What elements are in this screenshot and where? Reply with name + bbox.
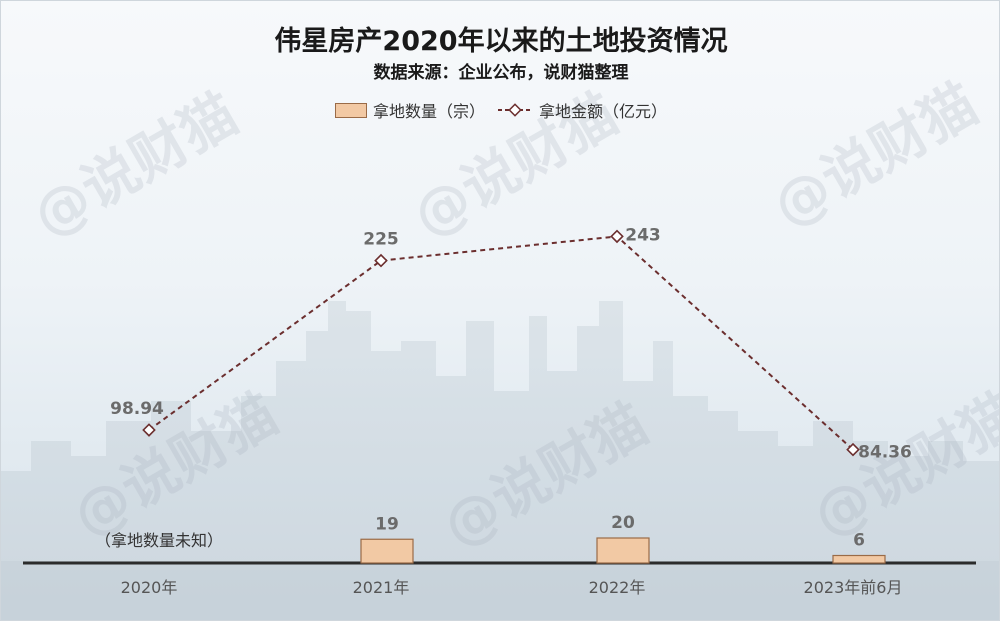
building-shape <box>306 331 328 620</box>
legend: 拿地数量（宗） 拿地金额（亿元） <box>1 98 999 122</box>
building-shape <box>151 401 191 620</box>
bar-data-label: 19 <box>375 514 399 534</box>
line-data-label: 84.36 <box>858 443 912 463</box>
building-shape <box>653 341 673 620</box>
building-shape <box>371 351 401 620</box>
building-shape <box>928 441 963 620</box>
building-shape <box>31 441 71 620</box>
bar <box>360 538 414 564</box>
line-point <box>846 442 860 457</box>
line-point <box>142 423 156 437</box>
building-shape <box>276 361 306 620</box>
series-line <box>148 235 854 451</box>
building-shape <box>673 396 708 620</box>
legend-bar-label: 拿地数量（宗） <box>372 102 485 121</box>
building-shape <box>623 381 653 620</box>
bar <box>832 554 886 564</box>
legend-item-line: 拿地金额（亿元） <box>497 98 667 122</box>
x-tick-label: 2020年 <box>121 578 178 597</box>
legend-line-label: 拿地金额（亿元） <box>539 102 668 121</box>
x-tick-label: 2021年 <box>353 578 410 597</box>
bar-data-label: 20 <box>611 513 635 533</box>
building-shape <box>328 301 346 620</box>
bar <box>596 537 650 564</box>
chart-subtitle: 数据来源：企业公布，说财猫整理 <box>373 63 629 83</box>
building-shape <box>888 456 928 620</box>
legend-item-bar: 拿地数量（宗） <box>334 98 485 122</box>
legend-bar-swatch <box>334 102 367 118</box>
building-shape <box>1 471 31 620</box>
building-shape <box>106 421 151 620</box>
line-data-label: 98.94 <box>110 399 164 419</box>
building-shape <box>853 441 888 620</box>
building-shape <box>346 311 371 620</box>
x-tick-label: 2022年 <box>589 578 646 597</box>
building-shape <box>708 411 738 620</box>
line-data-label: 225 <box>363 230 399 250</box>
building-shape <box>778 446 813 620</box>
x-tick-label: 2023年前6月 <box>804 578 903 597</box>
annotation-label: （拿地数量未知） <box>95 531 223 550</box>
building-shape <box>547 371 577 620</box>
building-shape <box>401 341 436 620</box>
line-point <box>374 253 388 268</box>
building-shape <box>436 376 466 620</box>
line-data-label: 243 <box>625 225 661 245</box>
building-shape <box>191 431 241 620</box>
building-shape <box>963 461 999 620</box>
building-shape <box>529 316 547 620</box>
building-shape <box>71 456 106 620</box>
bar-data-label: 6 <box>853 531 865 551</box>
building-shape <box>577 326 599 620</box>
building-shape <box>466 321 494 620</box>
ground-shape <box>1 561 999 620</box>
building-shape <box>241 396 276 620</box>
building-shape <box>599 301 623 620</box>
building-shape <box>738 431 778 620</box>
building-shape <box>494 391 529 620</box>
chart-title: 伟星房产2020年以来的土地投资情况 <box>274 26 728 57</box>
legend-line-swatch <box>498 103 532 117</box>
building-shape <box>813 421 853 620</box>
line-point <box>610 229 624 244</box>
